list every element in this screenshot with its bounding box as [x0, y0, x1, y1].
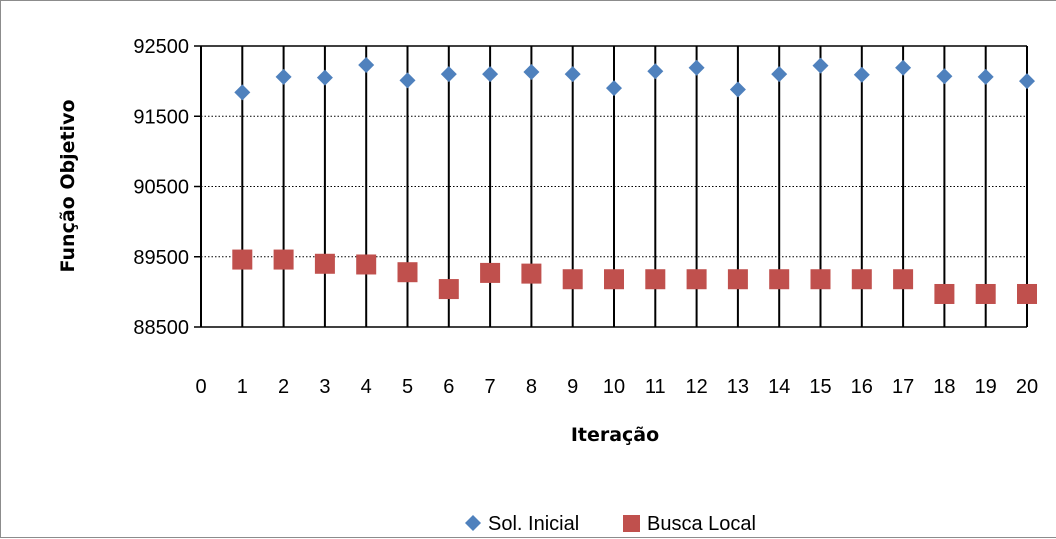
point-busca-local-20: [1017, 283, 1037, 304]
point-sol-inicial-16: [853, 66, 870, 83]
point-sol-inicial-11: [647, 63, 664, 80]
x-tick-label: 5: [402, 376, 413, 398]
point-busca-local-8: [521, 263, 542, 284]
point-sol-inicial-3: [316, 69, 333, 86]
point-sol-inicial-8: [523, 63, 540, 80]
x-tick-label: 3: [319, 376, 330, 398]
point-busca-local-15: [810, 269, 831, 290]
point-busca-local-9: [562, 269, 583, 290]
point-busca-local-11: [645, 269, 666, 290]
point-sol-inicial-6: [440, 66, 457, 83]
point-busca-local-12: [686, 269, 707, 290]
x-tick-label: 1: [237, 376, 248, 398]
point-busca-local-13: [727, 269, 748, 290]
x-tick-label: 11: [645, 376, 666, 398]
axis-layer: [194, 45, 201, 328]
point-sol-inicial-12: [688, 59, 705, 76]
point-busca-local-16: [851, 269, 872, 290]
point-sol-inicial-15: [812, 57, 829, 74]
x-tick-label: 16: [851, 376, 873, 398]
point-busca-local-18: [934, 283, 955, 304]
point-busca-local-14: [769, 269, 790, 290]
point-sol-inicial-20: [1019, 73, 1035, 90]
point-busca-local-6: [438, 279, 459, 300]
x-tick-label: 10: [603, 376, 625, 398]
point-busca-local-19: [975, 283, 996, 304]
legend-marker-sol-inicial: [465, 515, 481, 531]
point-sol-inicial-4: [358, 56, 375, 73]
x-tick-label: 15: [809, 376, 831, 398]
legend: Sol. Inicial Busca Local: [465, 513, 756, 535]
point-busca-local-2: [273, 249, 294, 270]
point-busca-local-3: [314, 253, 335, 274]
y-tick-label: 91500: [133, 106, 189, 128]
point-sol-inicial-7: [482, 66, 499, 83]
x-tick-label: 2: [278, 376, 289, 398]
point-sol-inicial-13: [729, 81, 746, 98]
y-axis-title: Função Objetivo: [57, 99, 79, 272]
x-tick-label: 7: [485, 376, 496, 398]
point-sol-inicial-1: [234, 84, 251, 101]
marks-layer: [232, 56, 1037, 304]
legend-label-sol-inicial: Sol. Inicial: [488, 513, 579, 535]
x-tick-label: 13: [727, 376, 749, 398]
x-tick-label: 12: [685, 376, 707, 398]
point-busca-local-7: [480, 262, 501, 283]
x-tick-label: 0: [195, 376, 206, 398]
point-sol-inicial-10: [606, 80, 622, 97]
point-busca-local-5: [397, 262, 418, 283]
x-tick-label: 19: [975, 376, 997, 398]
y-tick-label: 89500: [133, 247, 189, 269]
x-tick-label: 14: [768, 376, 790, 398]
x-axis-title: Iteração: [571, 424, 659, 446]
point-sol-inicial-2: [275, 68, 292, 85]
point-sol-inicial-9: [564, 66, 581, 83]
point-sol-inicial-19: [977, 68, 994, 85]
x-tick-label: 18: [933, 376, 955, 398]
legend-label-busca-local: Busca Local: [647, 513, 756, 535]
x-tick-label: 8: [526, 376, 537, 398]
x-tick-label: 6: [443, 376, 454, 398]
point-busca-local-4: [356, 254, 377, 275]
point-busca-local-10: [604, 269, 624, 290]
x-tick-label: 9: [567, 376, 578, 398]
x-tick-label: 17: [892, 376, 914, 398]
point-sol-inicial-18: [936, 68, 953, 85]
y-tick-label: 92500: [133, 36, 189, 58]
point-sol-inicial-17: [895, 59, 912, 76]
x-tick-label: 4: [361, 376, 372, 398]
point-sol-inicial-14: [771, 66, 788, 83]
point-busca-local-1: [232, 249, 253, 270]
legend-item-sol-inicial: Sol. Inicial: [465, 513, 579, 535]
point-busca-local-17: [893, 269, 914, 290]
legend-item-busca-local: Busca Local: [623, 513, 756, 535]
legend-marker-busca-local: [623, 515, 640, 532]
point-sol-inicial-5: [399, 72, 416, 89]
y-tick-label: 90500: [133, 177, 189, 199]
x-tick-label: 20: [1016, 376, 1038, 398]
y-tick-label: 88500: [133, 317, 189, 339]
